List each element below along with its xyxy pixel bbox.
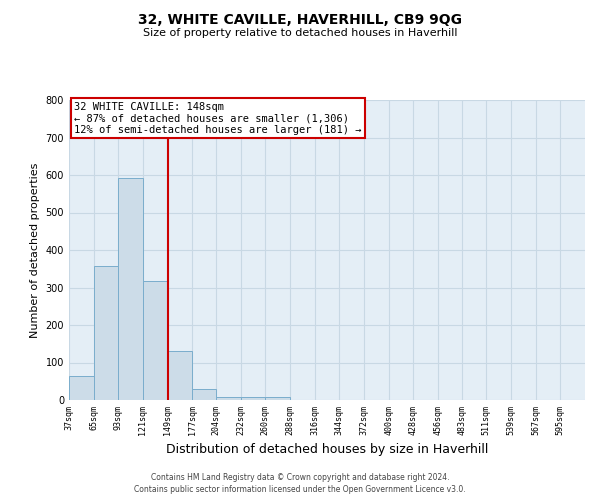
Text: Contains public sector information licensed under the Open Government Licence v3: Contains public sector information licen… xyxy=(134,484,466,494)
Y-axis label: Number of detached properties: Number of detached properties xyxy=(30,162,40,338)
Text: Contains HM Land Registry data © Crown copyright and database right 2024.: Contains HM Land Registry data © Crown c… xyxy=(151,473,449,482)
Bar xyxy=(241,397,265,400)
Bar xyxy=(94,266,118,400)
Bar xyxy=(216,397,241,400)
Bar xyxy=(118,178,143,400)
Bar xyxy=(143,281,167,400)
Text: 32 WHITE CAVILLE: 148sqm
← 87% of detached houses are smaller (1,306)
12% of sem: 32 WHITE CAVILLE: 148sqm ← 87% of detach… xyxy=(74,102,362,134)
X-axis label: Distribution of detached houses by size in Haverhill: Distribution of detached houses by size … xyxy=(166,443,488,456)
Bar xyxy=(192,389,216,400)
Text: 32, WHITE CAVILLE, HAVERHILL, CB9 9QG: 32, WHITE CAVILLE, HAVERHILL, CB9 9QG xyxy=(138,12,462,26)
Bar xyxy=(265,397,290,400)
Bar xyxy=(69,376,94,400)
Text: Size of property relative to detached houses in Haverhill: Size of property relative to detached ho… xyxy=(143,28,457,38)
Bar xyxy=(167,351,192,400)
